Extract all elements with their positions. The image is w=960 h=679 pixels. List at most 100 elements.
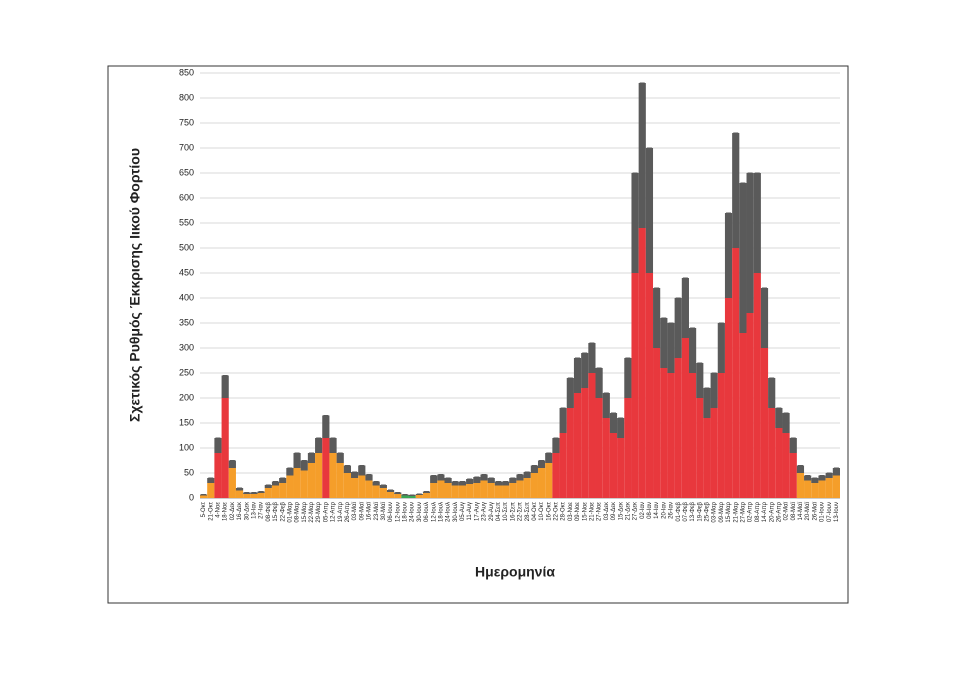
x-tick-label: 08-Φεβ (266, 501, 272, 521)
bar (696, 398, 704, 498)
x-tick-label: 22-Φεβ (280, 501, 286, 521)
bar (422, 493, 431, 498)
x-tick-label: 13-Ιουν (834, 502, 840, 522)
error-band (703, 388, 711, 418)
bar (768, 408, 776, 498)
bar (329, 453, 337, 498)
x-tick-label: 22-Μαρ (309, 501, 315, 522)
error-band (451, 481, 459, 486)
x-tick-label: 10-Σεπ (503, 502, 509, 521)
x-tick-label: 09-Μαϊ (359, 501, 365, 520)
bar (588, 373, 596, 498)
bar (300, 470, 308, 498)
error-band (681, 278, 689, 338)
x-tick-label: 26-Απρ (776, 501, 782, 522)
y-tick-label: 250 (179, 367, 194, 377)
x-tick-label: 4-Νοε (216, 502, 222, 518)
x-tick-label: 09-Νοε (575, 502, 581, 521)
bar (286, 475, 294, 498)
bar (638, 228, 646, 498)
error-band (502, 481, 510, 486)
x-tick-label: 10-Οκτ (539, 501, 545, 520)
y-tick-label: 850 (179, 67, 194, 77)
error-band (768, 378, 776, 408)
bar (674, 358, 682, 498)
x-tick-label: 12-Απρ (331, 501, 337, 522)
x-tick-label: 15-Νοε (582, 502, 588, 521)
error-band (796, 465, 805, 473)
bar (624, 398, 632, 498)
bar (804, 480, 812, 498)
x-axis-label: Ημερομηνία (475, 564, 555, 580)
x-tick-label: 01-Ιουν (820, 502, 826, 522)
bar (293, 468, 301, 498)
x-tick-label: 07-Φεβ (683, 501, 689, 521)
bar (617, 438, 625, 498)
error-band (228, 460, 236, 468)
x-tick-label: 03-Δεκ (604, 501, 610, 520)
x-tick-label: 06-Ιουν (388, 502, 394, 522)
error-band (660, 318, 668, 368)
error-band (746, 173, 754, 313)
error-band (293, 453, 301, 468)
error-band (775, 408, 783, 428)
error-band (588, 343, 596, 373)
error-band (329, 438, 337, 453)
error-band (372, 481, 380, 486)
error-band (307, 453, 316, 463)
error-band (386, 490, 395, 492)
error-band (530, 465, 538, 473)
y-tick-label: 150 (179, 417, 194, 427)
error-band (487, 478, 495, 483)
bar (271, 485, 280, 498)
x-tick-label: 23-Αυγ (482, 502, 488, 521)
bar (200, 495, 208, 498)
x-tick-label: 03-Μαϊ (352, 501, 358, 520)
x-tick-label: 27-Νοε (597, 502, 603, 521)
bar (351, 478, 359, 498)
y-axis-label: Σχετικός Ρυθμός Έκκρισης Ιικού Φορτίου (127, 148, 143, 422)
error-band (430, 475, 438, 483)
bar (322, 438, 330, 498)
x-tick-label: 15-Φεβ (273, 501, 279, 521)
y-tick-label: 700 (179, 142, 194, 152)
x-tick-label: 28-Οκτ (561, 501, 567, 520)
bar (739, 333, 747, 498)
error-band (581, 353, 589, 388)
error-band (300, 460, 308, 471)
error-band (573, 358, 582, 393)
bar (746, 313, 754, 498)
x-tick-label: 17-Αυγ (474, 502, 480, 521)
x-tick-label: 15-Μαρ (302, 501, 308, 522)
bar (775, 428, 783, 498)
x-tick-label: 27-Ιαν (259, 502, 265, 519)
x-tick-label: 04-Οκτ (532, 501, 538, 520)
bar (315, 453, 323, 498)
x-tick-label: 16-Δεκ (237, 501, 243, 520)
x-tick-label: 06-Ιουλ (424, 502, 430, 522)
bar (221, 398, 229, 498)
error-band (473, 477, 481, 483)
x-tick-label: 12-Ιουλ (431, 502, 437, 522)
x-tick-label: 09-Δεκ (611, 501, 617, 520)
x-tick-label: 18-Νοε (223, 502, 229, 521)
error-band (609, 413, 618, 433)
x-tick-label: 22-Οκτ (554, 501, 560, 520)
y-tick-label: 750 (179, 117, 194, 127)
error-band (832, 468, 840, 476)
bar (760, 348, 769, 498)
x-tick-label: 02-Απρ (748, 501, 754, 522)
x-tick-label: 26-Ιαν (669, 502, 675, 519)
bar (717, 373, 725, 498)
bar (667, 373, 675, 498)
bar (832, 475, 840, 498)
error-band (818, 475, 826, 481)
bar (581, 388, 589, 498)
error-band (286, 468, 294, 476)
x-tick-label: 26-Μαϊ (812, 501, 818, 520)
error-band (566, 378, 574, 408)
x-tick-label: 08-Απρ (755, 501, 761, 522)
bar (559, 433, 567, 498)
x-tick-label: 16-Σεπ (510, 502, 516, 521)
error-band (279, 478, 287, 483)
